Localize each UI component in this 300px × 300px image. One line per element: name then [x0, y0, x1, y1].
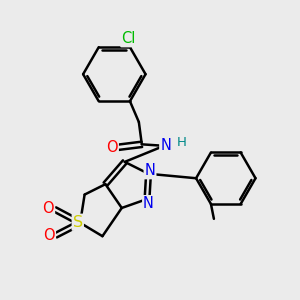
Text: N: N [145, 163, 155, 178]
Text: O: O [106, 140, 118, 155]
Text: S: S [73, 215, 83, 230]
Text: O: O [44, 228, 55, 243]
Text: Cl: Cl [121, 32, 136, 46]
Text: O: O [43, 201, 54, 216]
Text: N: N [160, 138, 171, 153]
Text: N: N [143, 196, 154, 211]
Text: H: H [177, 136, 187, 149]
